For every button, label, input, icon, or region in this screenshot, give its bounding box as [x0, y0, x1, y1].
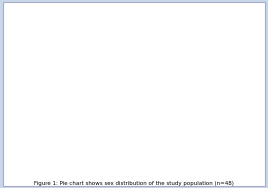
- Polygon shape: [108, 88, 160, 114]
- Text: 18(37.5%): 18(37.5%): [132, 70, 172, 79]
- Text: Sex distribution: Sex distribution: [93, 152, 175, 161]
- Polygon shape: [34, 88, 160, 121]
- Text: 30(62.5%): 30(62.5%): [50, 88, 90, 97]
- Legend: Male: Male: [225, 14, 259, 26]
- Polygon shape: [108, 67, 181, 103]
- Text: Figure 1: Pie chart shows sex distribution of the study population (n=48): Figure 1: Pie chart shows sex distributi…: [34, 181, 234, 186]
- Polygon shape: [108, 88, 160, 114]
- Polygon shape: [34, 67, 160, 109]
- Polygon shape: [160, 88, 181, 114]
